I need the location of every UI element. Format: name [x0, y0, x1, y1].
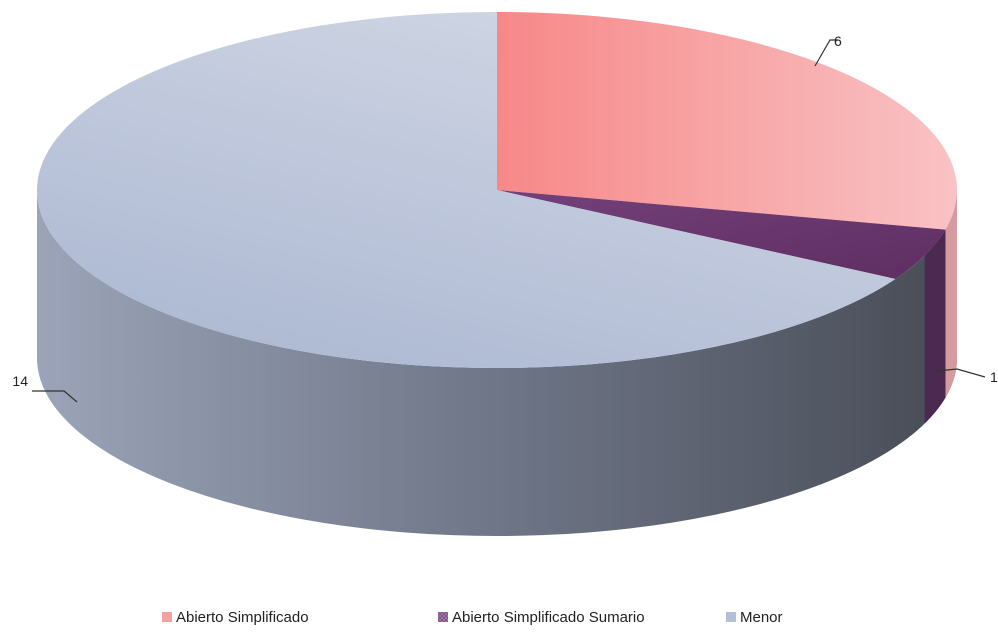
legend-item-1: Abierto Simplificado Sumario: [438, 609, 645, 626]
pie-tops: [36, 12, 957, 368]
data-label-0: 6: [834, 33, 842, 49]
legend-label-2: Menor: [740, 609, 783, 626]
data-labels: 6 1 14: [12, 33, 998, 403]
pie-slice-0: [497, 12, 957, 230]
leader-line-2: [32, 390, 78, 403]
pie-sides: [37, 190, 957, 536]
pie-slice-1: [497, 190, 946, 279]
legend-item-2: Menor: [726, 609, 783, 626]
leader-line-0: [814, 39, 838, 67]
data-label-2: 14: [12, 373, 28, 389]
legend: Abierto Simplificado Abierto Simplificado…: [162, 609, 783, 626]
legend-swatch-0: [162, 612, 172, 622]
legend-label-1: Abierto Simplificado Sumario: [452, 609, 645, 626]
data-label-1: 1: [990, 369, 998, 385]
legend-item-0: Abierto Simplificado: [162, 609, 309, 626]
pie-slice-2: [36, 12, 896, 368]
leader-line-1: [936, 368, 986, 378]
pie-side-wall: [37, 190, 957, 536]
legend-label-0: Abierto Simplificado: [176, 609, 309, 626]
pie-side-1: [924, 229, 946, 424]
pie-side-0: [945, 190, 957, 398]
legend-swatch-2: [726, 612, 736, 622]
legend-swatch-1: [438, 612, 448, 622]
